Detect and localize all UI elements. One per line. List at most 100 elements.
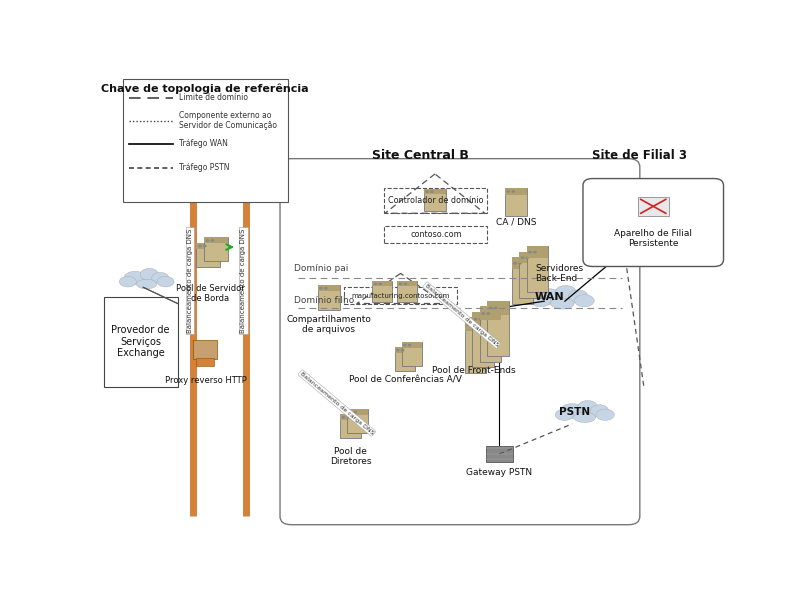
Bar: [512, 257, 533, 304]
Bar: [465, 317, 486, 373]
Ellipse shape: [119, 276, 136, 287]
Circle shape: [533, 251, 537, 254]
Circle shape: [506, 190, 510, 193]
Bar: [488, 300, 509, 356]
Text: Chave de topologia de referência: Chave de topologia de referência: [102, 84, 309, 94]
Circle shape: [404, 282, 407, 285]
Circle shape: [198, 245, 202, 248]
Circle shape: [528, 251, 532, 254]
Circle shape: [396, 349, 400, 352]
Circle shape: [403, 344, 406, 346]
Text: Tráfego PSTN: Tráfego PSTN: [179, 163, 230, 172]
Circle shape: [513, 262, 517, 264]
Text: Site de Filial 3: Site de Filial 3: [592, 150, 688, 162]
Bar: [472, 312, 493, 326]
Bar: [318, 285, 340, 291]
Circle shape: [324, 287, 328, 290]
Bar: [347, 409, 368, 415]
Bar: [318, 285, 340, 311]
Circle shape: [319, 287, 322, 290]
Ellipse shape: [568, 290, 588, 303]
Text: Servidores
Back-End: Servidores Back-End: [535, 264, 583, 283]
Bar: [424, 189, 447, 194]
Ellipse shape: [140, 269, 159, 281]
Bar: [395, 347, 415, 371]
Bar: [196, 358, 214, 365]
Bar: [480, 307, 501, 320]
Circle shape: [481, 312, 485, 315]
Circle shape: [486, 312, 490, 315]
Ellipse shape: [550, 298, 574, 309]
Text: Pool de
Diretores: Pool de Diretores: [330, 447, 372, 466]
Text: Pool de Front-Ends: Pool de Front-Ends: [433, 366, 516, 375]
Ellipse shape: [531, 294, 550, 307]
Bar: [488, 300, 509, 314]
Circle shape: [426, 191, 429, 193]
Bar: [512, 257, 533, 269]
Circle shape: [342, 416, 345, 419]
Circle shape: [401, 349, 405, 352]
Text: Tráfego WAN: Tráfego WAN: [179, 139, 228, 148]
Circle shape: [479, 318, 483, 320]
Bar: [104, 296, 177, 387]
Circle shape: [488, 307, 492, 310]
Bar: [178, 135, 208, 157]
Circle shape: [374, 282, 377, 285]
Circle shape: [399, 282, 402, 285]
Circle shape: [348, 410, 352, 413]
Bar: [340, 414, 361, 420]
Text: Controlador de domínio: Controlador de domínio: [388, 196, 484, 205]
Text: Balanceamento de carga DNS: Balanceamento de carga DNS: [424, 283, 500, 347]
Bar: [347, 409, 368, 433]
Text: PSTN: PSTN: [559, 407, 590, 417]
Circle shape: [466, 323, 470, 326]
Bar: [519, 252, 541, 263]
Ellipse shape: [575, 294, 594, 307]
Text: Domínio filho: Domínio filho: [294, 296, 355, 305]
Bar: [527, 246, 548, 293]
Bar: [225, 130, 255, 153]
Text: Provedor de
Serviços
Exchange: Provedor de Serviços Exchange: [111, 325, 170, 358]
Text: Gateway PSTN: Gateway PSTN: [466, 468, 532, 477]
Ellipse shape: [574, 412, 596, 423]
Circle shape: [353, 410, 357, 413]
Bar: [485, 445, 513, 462]
Bar: [231, 135, 261, 157]
Text: Pool de Conferências A/V: Pool de Conferências A/V: [348, 375, 461, 384]
Circle shape: [347, 416, 351, 419]
Bar: [193, 340, 217, 359]
Text: Balanceamento de carga DNS: Balanceamento de carga DNS: [187, 228, 193, 332]
Ellipse shape: [157, 276, 174, 287]
Circle shape: [408, 344, 412, 346]
Text: Componente externo ao
Servidor de Comunicação: Componente externo ao Servidor de Comuni…: [179, 111, 276, 130]
Circle shape: [203, 245, 207, 248]
Circle shape: [379, 282, 382, 285]
Bar: [397, 281, 418, 302]
Text: Pool de Servidor
de Borda: Pool de Servidor de Borda: [176, 284, 244, 303]
Ellipse shape: [596, 409, 614, 421]
Ellipse shape: [136, 279, 156, 289]
Bar: [465, 317, 486, 331]
Bar: [480, 307, 501, 362]
Circle shape: [521, 256, 525, 259]
Bar: [172, 130, 202, 153]
Ellipse shape: [124, 271, 146, 285]
FancyBboxPatch shape: [280, 159, 640, 525]
Circle shape: [474, 318, 477, 320]
Ellipse shape: [590, 404, 609, 417]
Text: Site Central B: Site Central B: [372, 150, 469, 162]
Text: Aparelho de Filial
Persistente: Aparelho de Filial Persistente: [614, 229, 692, 248]
Bar: [397, 281, 418, 287]
Bar: [638, 197, 669, 216]
Bar: [384, 226, 488, 243]
Text: Proxy reverso HTTP: Proxy reverso HTTP: [164, 376, 247, 385]
Ellipse shape: [536, 288, 562, 304]
Circle shape: [472, 323, 475, 326]
Bar: [197, 243, 220, 267]
Text: Limite de domínio: Limite de domínio: [179, 93, 247, 102]
Bar: [204, 237, 227, 261]
Text: WAN: WAN: [534, 291, 564, 302]
Bar: [123, 79, 289, 202]
Bar: [384, 188, 488, 213]
Bar: [505, 188, 527, 195]
